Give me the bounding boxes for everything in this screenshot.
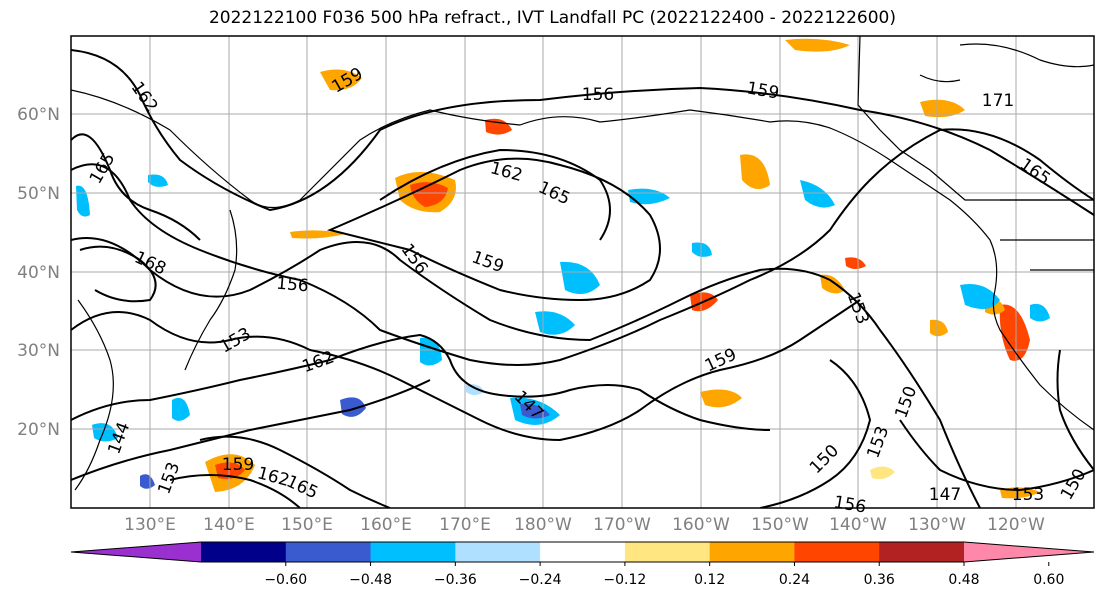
colorbar-tick-label: −0.36 xyxy=(434,572,477,588)
colorbar-tick-label: −0.48 xyxy=(349,572,392,588)
colorbar-segment xyxy=(455,542,541,562)
colorbar-tick-label: 0.36 xyxy=(864,572,895,588)
contour-label: 156 xyxy=(832,492,867,517)
lon-label-150w: 150°W xyxy=(751,515,809,535)
lat-label-60n: 60°N xyxy=(17,105,60,125)
lon-label-140w: 140°W xyxy=(829,515,887,535)
colorbar-segment xyxy=(285,542,372,562)
colorbar-segment xyxy=(540,542,626,562)
contour-label: 156 xyxy=(582,85,614,105)
colorbar-tick-label: 0.60 xyxy=(1033,572,1064,588)
map-frame xyxy=(70,35,1095,509)
colorbar-outline xyxy=(70,541,1095,563)
contour-label: 159 xyxy=(222,455,254,475)
lon-label-140e: 140°E xyxy=(203,515,255,535)
colorbar-tick-label: −0.12 xyxy=(603,572,646,588)
lon-label-130e: 130°E xyxy=(124,515,176,535)
lon-label-160e: 160°E xyxy=(360,515,412,535)
lat-label-40n: 40°N xyxy=(17,263,60,283)
colorbar-tick-label: 0.12 xyxy=(694,572,725,588)
lon-label-170w: 170°W xyxy=(593,515,651,535)
lat-label-30n: 30°N xyxy=(17,341,60,361)
longitude-labels: 130°E 140°E 150°E 160°E 170°E 180°W 170°… xyxy=(124,515,1045,535)
lon-label-170e: 170°E xyxy=(439,515,491,535)
lon-label-120w: 120°W xyxy=(987,515,1045,535)
contour-label: 153 xyxy=(1012,485,1044,505)
lon-label-160w: 160°W xyxy=(672,515,730,535)
map-title: 2022122100 F036 500 hPa refract., IVT La… xyxy=(208,8,896,28)
colorbar-extend-low xyxy=(71,542,201,562)
colorbar-segment xyxy=(879,542,965,562)
contour-label: 147 xyxy=(929,485,961,505)
lon-label-150e: 150°E xyxy=(281,515,333,535)
lat-label-50n: 50°N xyxy=(17,184,60,204)
colorbar-segment xyxy=(794,542,880,562)
latitude-labels: 60°N 50°N 40°N 30°N 20°N xyxy=(17,105,60,440)
colorbar-tick-label: 0.24 xyxy=(779,572,810,588)
colorbar-segment xyxy=(709,542,795,562)
refractivity-contours xyxy=(71,49,1094,508)
colorbar-segment xyxy=(370,542,456,562)
coastlines xyxy=(71,36,1094,491)
colorbar-segment xyxy=(201,542,287,562)
colorbar-tick-label: 0.48 xyxy=(948,572,979,588)
colorbar-tick-label: −0.60 xyxy=(264,572,307,588)
contour-label: 156 xyxy=(275,274,309,297)
colorbar-segment xyxy=(624,542,711,562)
colorbar-extend-high xyxy=(964,542,1094,562)
lon-label-130w: 130°W xyxy=(908,515,966,535)
colorbar-tick-label: −0.24 xyxy=(519,572,562,588)
colorbar: −0.60 −0.48 −0.36 −0.24 −0.12 0.12 0.24 0.36 0.4… xyxy=(70,541,1095,588)
contour-label: 171 xyxy=(982,91,1014,111)
lon-label-180w: 180°W xyxy=(514,515,572,535)
lat-label-20n: 20°N xyxy=(17,420,60,440)
